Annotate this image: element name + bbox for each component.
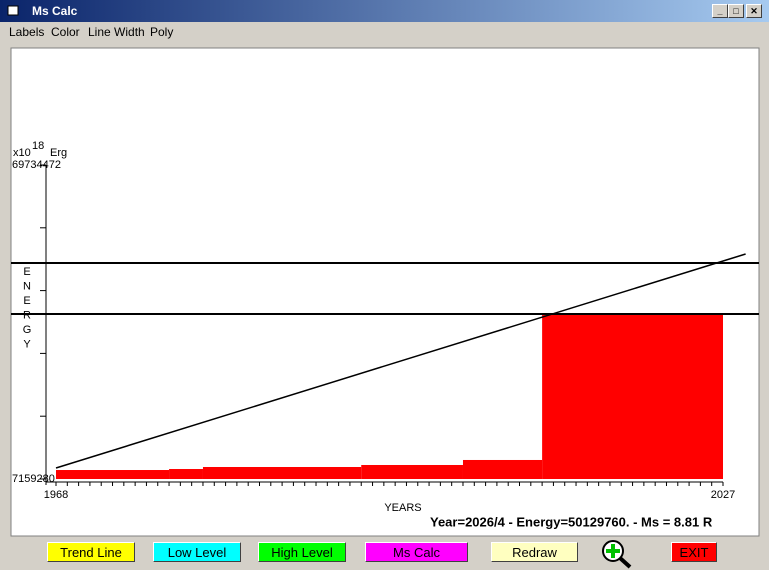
y-unit-prefix: x10 <box>13 147 31 159</box>
menu-item[interactable]: Line Width <box>88 25 145 39</box>
title-bar: Ms Calc _ □ ✕ <box>0 0 769 22</box>
button[interactable]: EXIT <box>671 542 717 562</box>
zoom-icon[interactable] <box>597 537 635 569</box>
button[interactable]: Low Level <box>153 542 241 562</box>
y-tick-label: 7159280 <box>12 473 55 485</box>
button[interactable]: High Level <box>258 542 346 562</box>
menu-item[interactable]: Labels <box>9 25 45 39</box>
app-icon <box>7 5 19 16</box>
area-step <box>542 314 723 479</box>
y-unit-exponent: 18 <box>32 140 44 152</box>
trend-line <box>55 253 746 469</box>
y-axis-label-letter: R <box>23 309 31 321</box>
area-step <box>202 467 362 479</box>
button[interactable]: Ms Calc <box>365 542 468 562</box>
button[interactable]: Redraw <box>491 542 578 562</box>
y-axis-label-letter: Y <box>23 338 31 350</box>
maximize-button[interactable]: □ <box>728 4 744 18</box>
x-tick-label: 1968 <box>44 489 68 501</box>
y-axis-label-letter: G <box>23 324 32 336</box>
x-tick-label: 2027 <box>711 489 735 501</box>
minimize-button[interactable]: _ <box>712 4 728 18</box>
area-step <box>56 470 170 479</box>
x-axis-label: YEARS <box>384 502 421 514</box>
y-axis-label-letter: N <box>23 280 31 292</box>
status-text: Year=2026/4 - Energy=50129760. - Ms = 8.… <box>430 514 713 529</box>
y-unit: Erg <box>50 147 67 159</box>
window-title: Ms Calc <box>32 4 78 18</box>
area-step <box>462 459 543 479</box>
menu-item[interactable]: Color <box>51 25 80 39</box>
y-tick-label: 69734472 <box>12 159 61 171</box>
menu-item[interactable]: Poly <box>150 25 174 39</box>
y-axis-label-letter: E <box>23 266 30 278</box>
y-axis-label-letter: E <box>23 295 30 307</box>
area-step <box>361 464 463 479</box>
close-button[interactable]: ✕ <box>746 4 762 18</box>
area-step <box>169 469 203 479</box>
button[interactable]: Trend Line <box>47 542 135 562</box>
